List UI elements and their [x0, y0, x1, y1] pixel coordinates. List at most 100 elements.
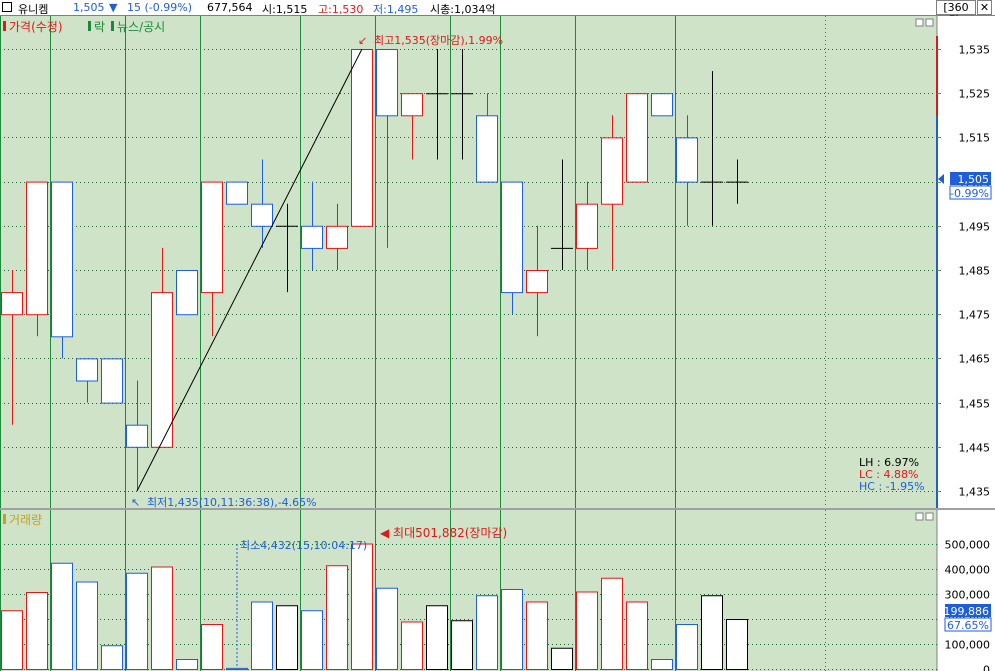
trend-line [136, 48, 363, 492]
price-tick-label: 1,435 [959, 486, 991, 499]
volume-bar [426, 605, 448, 670]
volume-bar [576, 591, 598, 670]
legend-news[interactable]: 뉴스/공시 [117, 20, 165, 34]
candle-body [676, 137, 698, 183]
price-panel-close-icon[interactable] [925, 18, 934, 27]
candle-body [51, 181, 73, 338]
current-volume-label: 199,886 [944, 605, 990, 618]
volume-bar [401, 621, 423, 670]
candle-body [126, 424, 148, 448]
volume-bar [26, 592, 48, 670]
annotation-min-volume: 최소4,432(15,10:04:17) [240, 539, 367, 552]
lc-label: LC : 4.88% [859, 468, 918, 481]
volume-bar [251, 601, 273, 670]
price-tick-label: 1,465 [959, 353, 991, 366]
candle-body [1, 292, 23, 316]
candle-body [151, 292, 173, 448]
volume-bar [351, 543, 373, 670]
volume-bar [626, 601, 648, 670]
candle-body [501, 181, 523, 294]
volume-panel-close-icon[interactable] [925, 512, 934, 521]
candle-body [401, 93, 423, 117]
candle-body [26, 181, 48, 316]
volume-bar [51, 562, 73, 670]
price-tick-label: 1,455 [959, 398, 991, 411]
chart-area: 1,535 1,525 1,515 1,505 1,495 1,485 1,475 1,465… [0, 16, 995, 671]
volume-bar [176, 659, 198, 670]
panel-separator[interactable] [0, 508, 995, 510]
volume-vertical-grid [0, 510, 826, 671]
volume-bar [501, 589, 523, 670]
current-volume-badge [945, 604, 991, 617]
down-arrow-icon: ▼ [109, 1, 118, 14]
price-vertical-grid [0, 16, 826, 508]
volume-value: 677,564 [207, 1, 253, 14]
volume-bar [376, 587, 398, 670]
high-price: 고:1,530 [318, 3, 364, 16]
close-icon[interactable]: ✕ [977, 0, 992, 15]
current-change-label: -0.99% [950, 187, 989, 200]
low-price: 저:1,495 [373, 3, 419, 16]
volume-bar [476, 595, 498, 670]
current-ratio-label: 67.65% [947, 619, 989, 632]
volume-legend-marker [3, 514, 6, 524]
high-arrow-icon: ↙ [358, 34, 367, 47]
candles [1, 49, 748, 491]
price-tick-label: 1,525 [959, 88, 991, 101]
tick-interval-button[interactable]: [360틱] [936, 0, 976, 27]
header-bar: 유니켐 1,505 ▼ 15 (-0.99%) 677,564 시:1,515 … [0, 0, 995, 27]
candle-body [626, 93, 648, 183]
current-price-badge [950, 172, 991, 185]
volume-panel-minimize-icon[interactable] [915, 512, 924, 521]
annotation-max-volume: ◀ 최대501,882(장마감) [380, 526, 507, 540]
candle-body [651, 93, 673, 117]
candle-body [326, 225, 348, 249]
price-tick-label: 1,475 [959, 309, 991, 322]
price-change: 15 (-0.99%) [127, 1, 192, 14]
candle-body [76, 358, 98, 382]
legend-volume[interactable]: 거래량 [9, 513, 42, 527]
price-axis-up-marker [936, 36, 938, 116]
price-axis-down-marker [936, 116, 938, 508]
volume-bar [326, 565, 348, 670]
rak-legend-marker [88, 21, 91, 31]
price-tick-label: 1,515 [959, 132, 991, 145]
candle-body [226, 181, 248, 205]
volume-bar [201, 624, 223, 670]
volume-tick-label: 500,000 [945, 539, 991, 552]
volume-bar [601, 577, 623, 670]
candle-body [301, 225, 323, 249]
volume-tick-label: 400,000 [945, 564, 991, 577]
volume-bar [651, 659, 673, 670]
price-tick-label: 1,535 [959, 44, 991, 57]
candle-body [351, 49, 373, 227]
current-price-label: 1,505 [958, 173, 990, 186]
volume-tick-label: 100,000 [945, 639, 991, 652]
price-legend-marker [3, 21, 6, 31]
volume-bar [1, 610, 23, 670]
volume-bar [701, 595, 723, 670]
checkbox[interactable] [2, 2, 12, 12]
volume-bar [451, 620, 473, 670]
price-tick-label: 1,485 [959, 265, 991, 278]
lh-label: LH : 6.97% [859, 456, 919, 469]
annotation-high: 최고1,535(장마감),1.99% [374, 34, 503, 47]
current-price-pointer-icon [938, 174, 944, 184]
volume-bar [301, 610, 323, 670]
volume-axis-bg [937, 510, 995, 671]
low-arrow-icon: ↖ [131, 496, 140, 509]
price-grid [0, 49, 937, 492]
candle-body [376, 49, 398, 117]
volume-bar [151, 566, 173, 670]
legend-price[interactable]: 가격(수정) [9, 20, 63, 34]
volume-bar [76, 581, 98, 670]
current-ratio-badge [944, 617, 992, 632]
legend-rak[interactable]: 락 [94, 20, 105, 34]
price-panel-minimize-icon[interactable] [915, 18, 924, 27]
candle-body [101, 358, 123, 404]
candle-body [601, 137, 623, 205]
current-change-badge [949, 185, 992, 200]
volume-bar [126, 572, 148, 670]
candle-body [176, 270, 198, 316]
volume-bar [551, 647, 573, 670]
